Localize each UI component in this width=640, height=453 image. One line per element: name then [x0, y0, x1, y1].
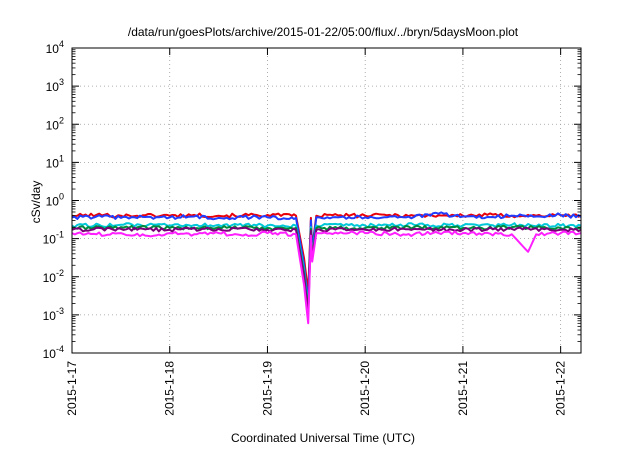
chart-title: /data/run/goesPlots/archive/2015-01-22/0… — [128, 25, 519, 39]
series-line-2 — [71, 211, 582, 305]
series-line-3 — [71, 222, 582, 310]
y-tick-label: 10-3 — [43, 306, 64, 323]
series-line-4 — [71, 224, 582, 313]
x-tick-label: 2015-1-20 — [358, 361, 372, 416]
x-tick-label: 2015-1-21 — [456, 361, 470, 416]
series-line-5 — [71, 226, 582, 316]
y-tick-label: 104 — [46, 39, 64, 56]
y-axis-label: cSv/day — [29, 181, 43, 224]
grid-lines — [72, 48, 581, 353]
x-axis-label: Coordinated Universal Time (UTC) — [231, 431, 415, 445]
y-tick-label: 102 — [46, 115, 64, 132]
x-tick-label: 2015-1-19 — [260, 361, 274, 416]
x-tick-label: 2015-1-18 — [163, 361, 177, 416]
y-ticks: 10-4 10-3 10-2 10-1 100 101 102 103 104 — [43, 39, 581, 361]
y-tick-label: 103 — [46, 77, 64, 94]
y-tick-label: 10-1 — [43, 230, 64, 247]
y-tick-label: 100 — [46, 192, 64, 209]
y-tick-label: 10-4 — [43, 344, 64, 361]
x-tick-label: 2015-1-22 — [554, 361, 568, 416]
y-tick-label: 10-2 — [43, 268, 64, 285]
series-group — [71, 211, 582, 325]
x-tick-label: 2015-1-17 — [65, 361, 79, 416]
x-ticks: 2015-1-17 2015-1-18 2015-1-19 2015-1-20 2015… — [65, 48, 568, 416]
y-tick-label: 101 — [46, 153, 64, 170]
series-line-6 — [71, 230, 582, 325]
